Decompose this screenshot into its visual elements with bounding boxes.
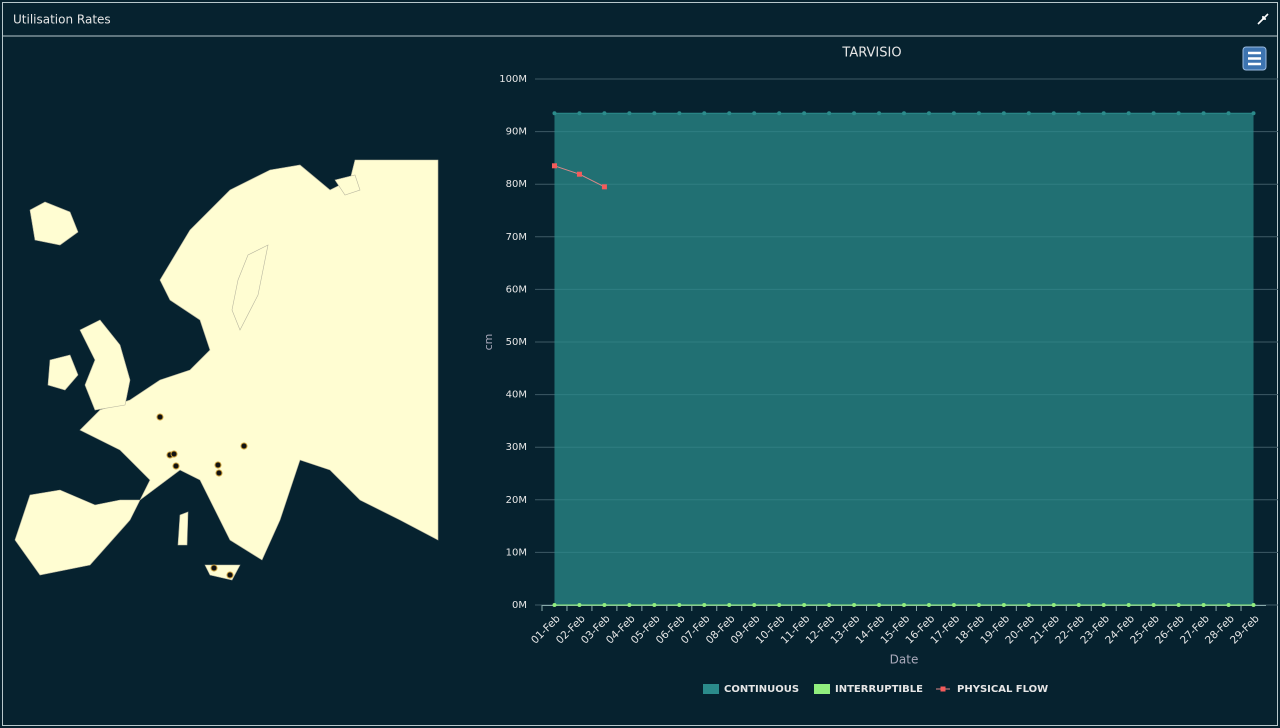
x-axis-label: Date [890, 653, 919, 667]
point-marker [602, 603, 607, 607]
point-marker [1026, 603, 1031, 607]
point-marker [727, 111, 732, 116]
area [554, 113, 1254, 605]
point-marker [877, 111, 882, 116]
point-marker [1001, 603, 1006, 607]
point-marker [827, 603, 832, 607]
legend-label: PHYSICAL FLOW [957, 684, 1048, 695]
point-marker [577, 111, 582, 116]
point-marker [1076, 603, 1081, 607]
point-marker [627, 111, 632, 116]
point-marker [1251, 111, 1256, 116]
point-marker [1101, 111, 1106, 116]
point-marker [1151, 111, 1156, 116]
point-marker [1176, 603, 1181, 607]
legend-symbol [703, 684, 719, 694]
y-tick-label: 10M [506, 547, 527, 558]
point-marker [777, 111, 782, 116]
point-marker [951, 603, 956, 607]
point-marker [852, 603, 857, 607]
point-marker [1001, 111, 1006, 116]
point-marker [702, 111, 707, 116]
point-marker [926, 603, 931, 607]
point-marker [576, 171, 582, 177]
point-marker [601, 184, 607, 190]
point-marker [802, 111, 807, 116]
y-tick-label: 40M [506, 390, 527, 401]
legend-label: CONTINUOUS [724, 684, 799, 695]
point-marker [652, 111, 657, 116]
point-marker [1226, 111, 1231, 116]
point-marker [1151, 603, 1156, 607]
point-marker [1051, 111, 1056, 116]
point-marker [652, 603, 657, 607]
point-marker [852, 111, 857, 116]
point-marker [1026, 111, 1031, 116]
point-marker [877, 603, 882, 607]
point-marker [951, 111, 956, 116]
menu-button[interactable] [1242, 46, 1267, 71]
point-marker [1126, 603, 1131, 607]
y-tick-label: 80M [506, 179, 527, 190]
point-marker [752, 111, 757, 116]
y-tick-label: 50M [506, 337, 527, 348]
collapse-icon[interactable] [1257, 13, 1269, 25]
y-tick-label: 20M [506, 495, 527, 506]
point-marker [1201, 603, 1206, 607]
point-marker [1251, 603, 1256, 607]
point-marker [677, 111, 682, 116]
point-marker [777, 603, 782, 607]
point-marker [1126, 111, 1131, 116]
panel-title: Utilisation Rates [13, 13, 111, 27]
y-tick-label: 30M [506, 442, 527, 453]
point-marker [976, 111, 981, 116]
legend-symbol [940, 686, 946, 692]
point-marker [1101, 603, 1106, 607]
point-marker [1226, 603, 1231, 607]
point-marker [1176, 111, 1181, 116]
y-tick-label: 70M [506, 232, 527, 243]
y-tick-label: 0M [512, 600, 527, 611]
point-marker [551, 163, 557, 169]
legend-symbol [814, 684, 830, 694]
y-axis-label: cm [482, 334, 495, 351]
point-marker [1201, 111, 1206, 116]
y-tick-label: 60M [506, 284, 527, 295]
point-marker [577, 603, 582, 607]
y-tick-label: 90M [506, 127, 527, 138]
point-marker [926, 111, 931, 116]
point-marker [702, 603, 707, 607]
europe-map [14, 159, 439, 581]
chart-title: TARVISIO [841, 46, 901, 61]
y-tick-label: 100M [499, 74, 527, 85]
legend-label: INTERRUPTIBLE [835, 684, 923, 695]
point-marker [627, 603, 632, 607]
point-marker [827, 111, 832, 116]
point-marker [602, 111, 607, 116]
point-marker [1051, 603, 1056, 607]
point-marker [1076, 111, 1081, 116]
point-marker [976, 603, 981, 607]
point-marker [552, 603, 557, 607]
point-marker [802, 603, 807, 607]
point-marker [902, 111, 906, 116]
point-marker [902, 603, 906, 607]
point-marker [677, 603, 682, 607]
map-markers [156, 413, 248, 579]
point-marker [552, 111, 557, 116]
point-marker [727, 603, 732, 607]
point-marker [752, 603, 757, 607]
